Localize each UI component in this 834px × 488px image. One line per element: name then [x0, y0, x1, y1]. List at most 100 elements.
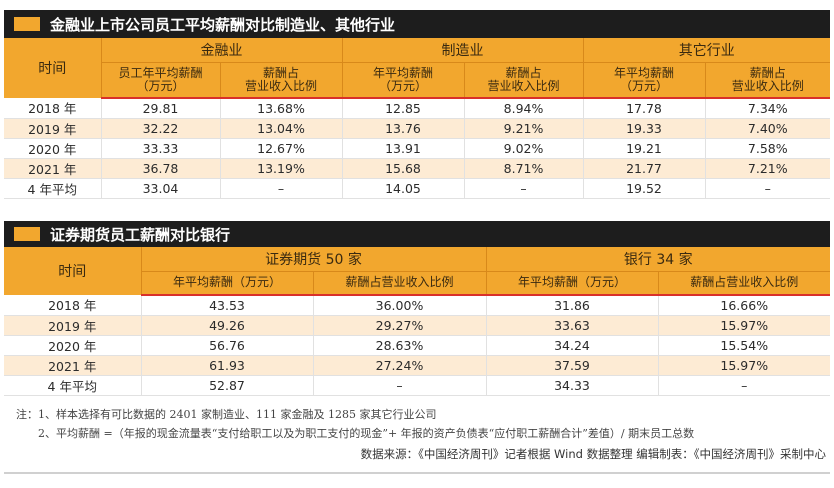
table-cell: 28.63% — [312, 335, 486, 356]
table1-group-other: 其它行业 — [582, 38, 830, 62]
table-cell: 27.24% — [312, 355, 486, 376]
table-row: 2021 年 61.93 27.24% 37.59 15.97% — [4, 355, 830, 376]
row-label: 2021 年 — [4, 355, 141, 376]
table-cell: 15.68 — [341, 158, 464, 179]
table2-corner: 时间 — [4, 247, 141, 295]
table-row: 4 年平均 33.04 – 14.05 – 19.52 – — [4, 178, 830, 199]
table-row: 2018 年 29.81 13.68% 12.85 8.94% 17.78 7.… — [4, 98, 830, 119]
table-cell: 13.68% — [219, 98, 342, 119]
row-label: 2019 年 — [4, 118, 101, 139]
table-cell: 36.00% — [312, 295, 486, 316]
table-cell: 17.78 — [582, 98, 705, 119]
row-label: 4 年平均 — [4, 375, 141, 396]
table-cell: 15.54% — [657, 335, 830, 356]
table-cell: 21.77 — [582, 158, 705, 179]
table1-subheader: 员工年平均薪酬 （万元） — [100, 61, 220, 99]
table-cell: – — [657, 375, 830, 396]
table1-subheader: 薪酬占 营业收入比例 — [463, 61, 583, 99]
table-cell: 43.53 — [140, 295, 313, 316]
table1: 时间 金融业 制造业 其它行业 员工年平均薪酬 （万元） 薪酬占 营业收入比例 年平… — [4, 38, 830, 199]
table-row: 2020 年 56.76 28.63% 34.24 15.54% — [4, 335, 830, 356]
table-cell: 49.26 — [140, 315, 313, 336]
table1-title: 金融业上市公司员工平均薪酬对比制造业、其他行业 — [50, 15, 396, 34]
row-label: 2021 年 — [4, 158, 101, 179]
table-cell: 7.58% — [704, 138, 830, 159]
table-cell: 33.33 — [100, 138, 220, 159]
table-cell: 34.33 — [485, 375, 658, 396]
row-label: 2019 年 — [4, 315, 141, 336]
row-label: 2018 年 — [4, 295, 141, 316]
table-row: 4 年平均 52.87 – 34.33 – — [4, 375, 830, 396]
table-cell: 7.40% — [704, 118, 830, 139]
table-cell: 13.04% — [219, 118, 342, 139]
table-cell: 37.59 — [485, 355, 658, 376]
table-cell: 13.19% — [219, 158, 342, 179]
table-cell: 13.76 — [341, 118, 464, 139]
table-cell: 14.05 — [341, 178, 464, 199]
row-label: 2018 年 — [4, 98, 101, 119]
table-row: 2019 年 32.22 13.04% 13.76 9.21% 19.33 7.… — [4, 118, 830, 139]
row-label: 2020 年 — [4, 138, 101, 159]
table2-subheader: 年平均薪酬（万元） — [485, 270, 658, 296]
table-cell: 9.21% — [463, 118, 583, 139]
table1-subheader: 薪酬占 营业收入比例 — [219, 61, 342, 99]
source-credit: 数据来源：《中国经济周刊》记者根据 Wind 数据整理 编辑制表：《中国经济周刊… — [360, 447, 826, 461]
table-cell: 19.21 — [582, 138, 705, 159]
title-marker — [14, 227, 40, 241]
table-cell: 7.21% — [704, 158, 830, 179]
table-cell: – — [704, 178, 830, 199]
table-cell: 31.86 — [485, 295, 658, 316]
table-cell: 15.97% — [657, 315, 830, 336]
table1-subheader: 年平均薪酬 （万元） — [582, 61, 705, 99]
footnotes: 注：1、样本选择有可比数据的 2401 家制造业、111 家金融及 1285 家… — [16, 405, 828, 443]
title-marker — [14, 17, 40, 31]
table2-subheader: 年平均薪酬（万元） — [140, 270, 313, 296]
table-cell: – — [312, 375, 486, 396]
table-cell: – — [219, 178, 342, 199]
table-row: 2019 年 49.26 29.27% 33.63 15.97% — [4, 315, 830, 336]
table2-group-banks: 银行 34 家 — [485, 247, 830, 271]
row-label: 2020 年 — [4, 335, 141, 356]
table2: 时间 证券期货 50 家 银行 34 家 年平均薪酬（万元） 薪酬占营业收入比例… — [4, 247, 830, 396]
table1-subheader: 薪酬占 营业收入比例 — [704, 61, 830, 99]
table2-subheader: 薪酬占营业收入比例 — [657, 270, 830, 296]
table-cell: 13.91 — [341, 138, 464, 159]
table-cell: 16.66% — [657, 295, 830, 316]
table-row: 2021 年 36.78 13.19% 15.68 8.71% 21.77 7.… — [4, 158, 830, 179]
row-label: 4 年平均 — [4, 178, 101, 199]
table-cell: 12.67% — [219, 138, 342, 159]
table-cell: 29.81 — [100, 98, 220, 119]
table2-group-securities: 证券期货 50 家 — [140, 247, 486, 271]
table1-group-manufacturing: 制造业 — [341, 38, 583, 62]
table-cell: 19.52 — [582, 178, 705, 199]
table-cell: 32.22 — [100, 118, 220, 139]
table-cell: 56.76 — [140, 335, 313, 356]
table1-group-finance: 金融业 — [100, 38, 342, 62]
table-cell: 36.78 — [100, 158, 220, 179]
table-cell: 19.33 — [582, 118, 705, 139]
table1-subheader: 年平均薪酬 （万元） — [341, 61, 464, 99]
table-cell: 9.02% — [463, 138, 583, 159]
table-cell: 52.87 — [140, 375, 313, 396]
table-cell: 12.85 — [341, 98, 464, 119]
footnote-1: 注：1、样本选择有可比数据的 2401 家制造业、111 家金融及 1285 家… — [16, 408, 437, 421]
table-cell: 8.94% — [463, 98, 583, 119]
table-cell: 33.04 — [100, 178, 220, 199]
table1-title-bar: 金融业上市公司员工平均薪酬对比制造业、其他行业 — [4, 10, 830, 38]
table-cell: 29.27% — [312, 315, 486, 336]
table-row: 2020 年 33.33 12.67% 13.91 9.02% 19.21 7.… — [4, 138, 830, 159]
table-cell: 34.24 — [485, 335, 658, 356]
table-row: 2018 年 43.53 36.00% 31.86 16.66% — [4, 295, 830, 316]
table-cell: 61.93 — [140, 355, 313, 376]
table2-subheader: 薪酬占营业收入比例 — [312, 270, 486, 296]
bottom-divider — [4, 472, 830, 474]
table-cell: 7.34% — [704, 98, 830, 119]
footnote-2: 2、平均薪酬 =（年报的现金流量表“支付给职工以及为职工支付的现金”+ 年报的资… — [38, 427, 695, 440]
table1-corner: 时间 — [4, 38, 101, 98]
table-cell: 33.63 — [485, 315, 658, 336]
table-cell: 15.97% — [657, 355, 830, 376]
table2-title-bar: 证券期货员工薪酬对比银行 — [4, 221, 830, 247]
table2-title: 证券期货员工薪酬对比银行 — [50, 225, 231, 244]
table-cell: 8.71% — [463, 158, 583, 179]
